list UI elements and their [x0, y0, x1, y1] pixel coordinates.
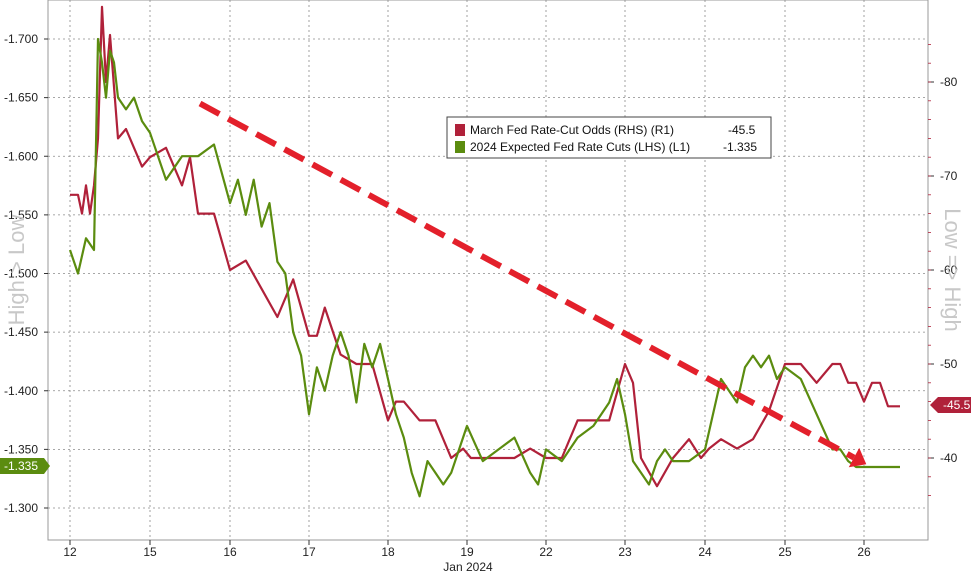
right-tick-label: -50	[940, 357, 958, 371]
x-axis: 12 15 16 17 18 19 22 23 24 25 26	[63, 540, 871, 559]
series-line-rate-cut-odds	[70, 5, 900, 488]
right-last-value-tag: -45.5	[930, 397, 971, 413]
left-tick-label: -1.600	[4, 149, 38, 163]
x-axis-title: Jan 2024	[443, 560, 493, 574]
x-tick-label: 16	[223, 545, 237, 559]
legend-value-rate-cut-odds: -45.5	[728, 123, 756, 137]
left-tick-label: -1.300	[4, 501, 38, 515]
trend-arrow-shaft	[198, 100, 856, 461]
right-last-value: -45.5	[943, 398, 971, 412]
left-tick-label: -1.700	[4, 32, 38, 46]
legend-swatch-rate-cut-odds	[455, 124, 465, 136]
right-axis: -80 -70 -60 -50 -40	[928, 44, 958, 497]
right-tick-label: -60	[940, 263, 958, 277]
x-tick-label: 15	[143, 545, 157, 559]
series-line-expected-cuts	[68, 37, 900, 498]
right-tick-label: -80	[940, 75, 958, 89]
legend-box	[446, 116, 772, 159]
x-tick-label: 26	[857, 545, 871, 559]
left-tick-label: -1.550	[4, 208, 38, 222]
x-tick-label: 24	[698, 545, 712, 559]
x-tick-label: 22	[539, 545, 553, 559]
trend-arrow	[198, 100, 867, 468]
left-tick-label: -1.350	[4, 442, 38, 456]
plot-area	[47, 0, 929, 541]
left-last-value: -1.335	[4, 459, 38, 473]
x-tick-label: 23	[618, 545, 632, 559]
right-axis-title: Low => High	[940, 208, 965, 332]
left-tick-label: -1.400	[4, 384, 38, 398]
left-axis-title: High > Low	[4, 215, 29, 326]
left-tick-label: -1.450	[4, 325, 38, 339]
legend: March Fed Rate-Cut Odds (RHS) (R1) -45.5…	[446, 116, 772, 159]
right-tick-label: -40	[940, 451, 958, 465]
x-tick-label: 18	[381, 545, 395, 559]
x-tick-label: 12	[63, 545, 77, 559]
series-layer	[68, 5, 900, 498]
legend-value-expected-cuts: -1.335	[723, 140, 757, 154]
legend-label-expected-cuts: 2024 Expected Fed Rate Cuts (LHS) (L1)	[470, 140, 690, 154]
left-last-value-tag: -1.335	[0, 458, 50, 474]
x-tick-label: 19	[460, 545, 474, 559]
left-tick-label: -1.500	[4, 267, 38, 281]
left-axis: -1.700 -1.650 -1.600 -1.550 -1.500 -1.450 -1.4…	[4, 32, 48, 515]
x-tick-label: 25	[778, 545, 792, 559]
trend-arrow-head	[848, 447, 867, 468]
x-tick-label: 17	[302, 545, 316, 559]
legend-label-rate-cut-odds: March Fed Rate-Cut Odds (RHS) (R1)	[470, 123, 674, 137]
right-tick-label: -70	[940, 169, 958, 183]
legend-swatch-expected-cuts	[455, 141, 465, 153]
left-tick-label: -1.650	[4, 91, 38, 105]
